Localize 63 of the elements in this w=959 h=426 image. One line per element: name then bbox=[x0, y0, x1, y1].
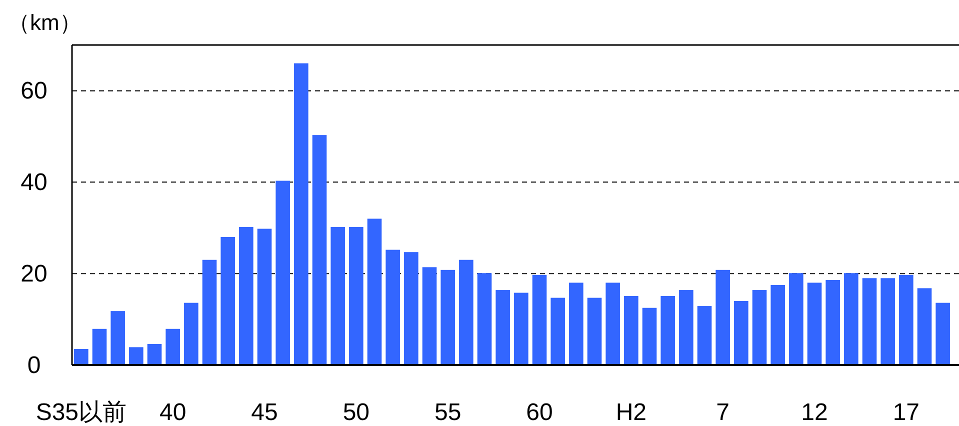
bar bbox=[349, 226, 364, 365]
bar bbox=[789, 273, 804, 365]
bar bbox=[569, 282, 584, 365]
bar bbox=[459, 260, 474, 365]
bar bbox=[129, 347, 144, 365]
bar bbox=[679, 290, 694, 365]
x-tick-label: 40 bbox=[159, 399, 186, 426]
bar bbox=[550, 298, 565, 365]
x-tick-label: H2 bbox=[616, 399, 647, 426]
bar bbox=[184, 302, 198, 365]
bar bbox=[826, 280, 840, 365]
y-tick-label: 0 bbox=[27, 352, 41, 379]
x-tick-label: 60 bbox=[526, 399, 553, 426]
bar bbox=[917, 288, 932, 365]
bar bbox=[422, 267, 437, 365]
bar bbox=[936, 302, 950, 365]
bar bbox=[166, 328, 180, 365]
bar bbox=[92, 328, 107, 365]
bar bbox=[862, 278, 877, 365]
bar bbox=[477, 273, 492, 365]
bar bbox=[404, 252, 418, 365]
bar bbox=[440, 270, 455, 365]
bar bbox=[110, 311, 125, 365]
x-tick-label: S35以前 bbox=[36, 399, 127, 426]
x-tick-label: 50 bbox=[342, 399, 370, 426]
x-tick-label: 12 bbox=[801, 399, 828, 426]
bar bbox=[844, 273, 858, 365]
bar bbox=[770, 285, 785, 365]
bar bbox=[606, 282, 620, 365]
y-tick-label: 60 bbox=[20, 78, 48, 105]
x-tick-label: 7 bbox=[716, 399, 730, 426]
y-axis-title: （km） bbox=[8, 10, 82, 35]
bar bbox=[514, 292, 528, 365]
bar bbox=[312, 135, 327, 365]
bar bbox=[276, 180, 290, 365]
bar bbox=[587, 298, 602, 365]
bar bbox=[220, 237, 235, 365]
x-tick-label: 17 bbox=[892, 399, 920, 426]
bar bbox=[899, 274, 914, 365]
bar bbox=[752, 290, 767, 365]
bar bbox=[642, 308, 657, 365]
x-tick-label: 55 bbox=[434, 399, 462, 426]
bar bbox=[367, 218, 382, 365]
bar bbox=[807, 282, 822, 365]
bar bbox=[880, 278, 895, 365]
y-tick-label: 20 bbox=[20, 260, 48, 288]
bar bbox=[330, 226, 345, 365]
bar bbox=[147, 344, 162, 365]
bar bbox=[74, 349, 88, 365]
bar bbox=[532, 274, 547, 365]
bar bbox=[660, 296, 675, 365]
bar bbox=[716, 270, 730, 365]
bar bbox=[734, 301, 748, 365]
bar bbox=[257, 228, 272, 365]
bar bbox=[386, 250, 400, 365]
bar bbox=[294, 63, 308, 365]
bar bbox=[624, 296, 638, 365]
x-tick-label: 45 bbox=[251, 399, 278, 426]
bar bbox=[496, 290, 510, 365]
bar bbox=[202, 260, 217, 365]
bar bbox=[239, 226, 254, 365]
bar bbox=[697, 306, 712, 365]
y-tick-label: 40 bbox=[20, 169, 48, 196]
